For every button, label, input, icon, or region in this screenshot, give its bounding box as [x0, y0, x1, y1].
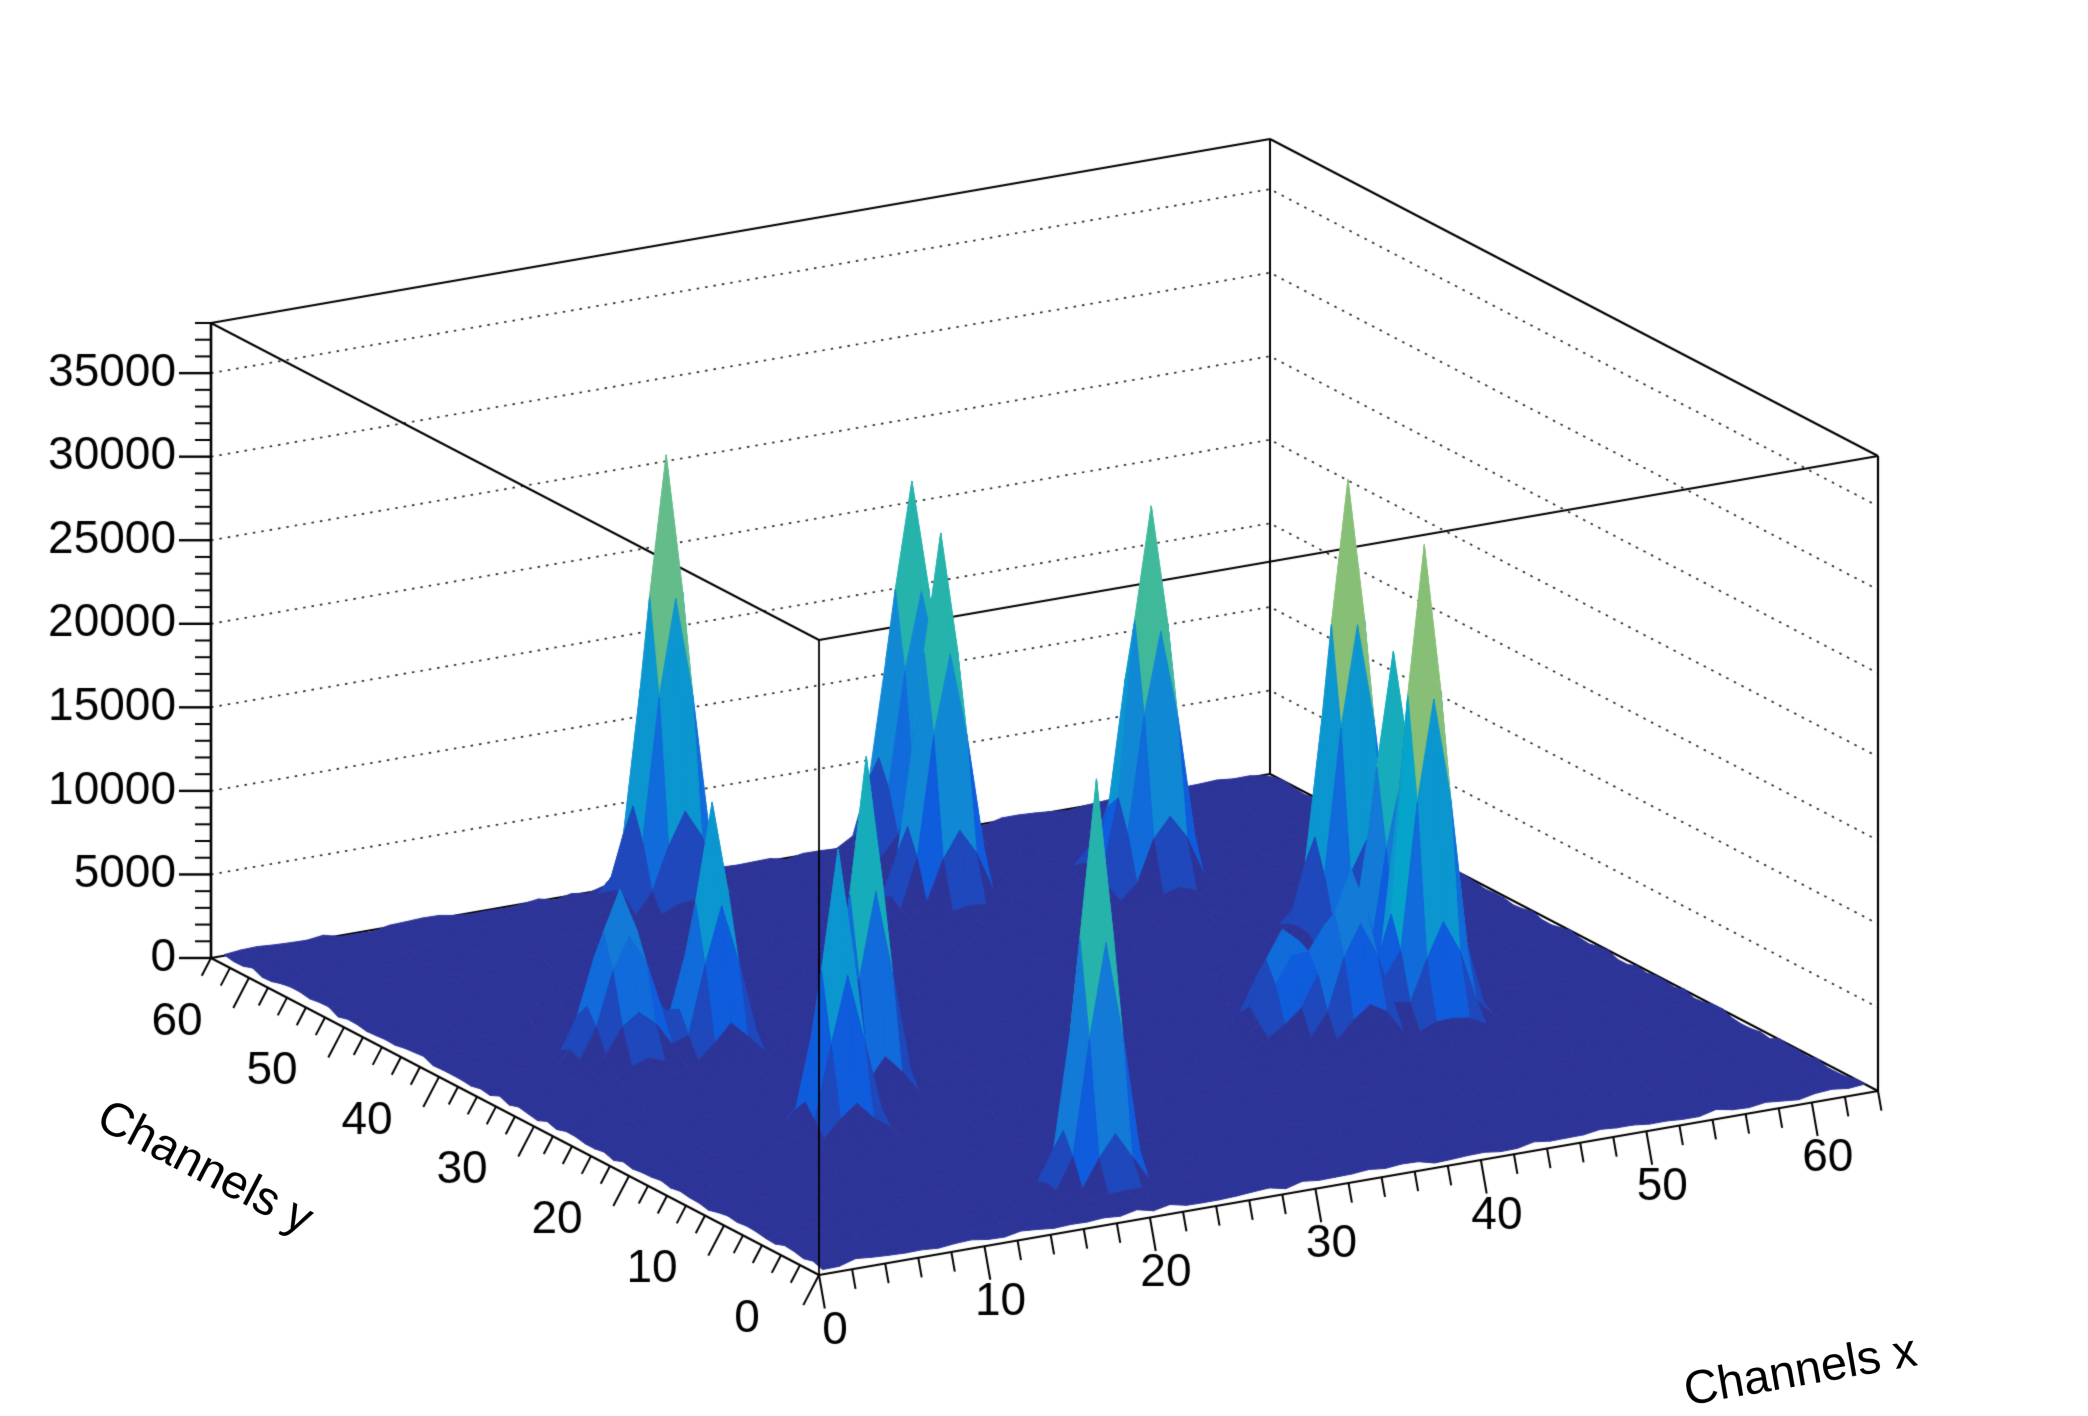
root-3d-histogram: Channels x Channels y: [0, 0, 2088, 1416]
surface-plot-canvas: [0, 0, 2088, 1416]
